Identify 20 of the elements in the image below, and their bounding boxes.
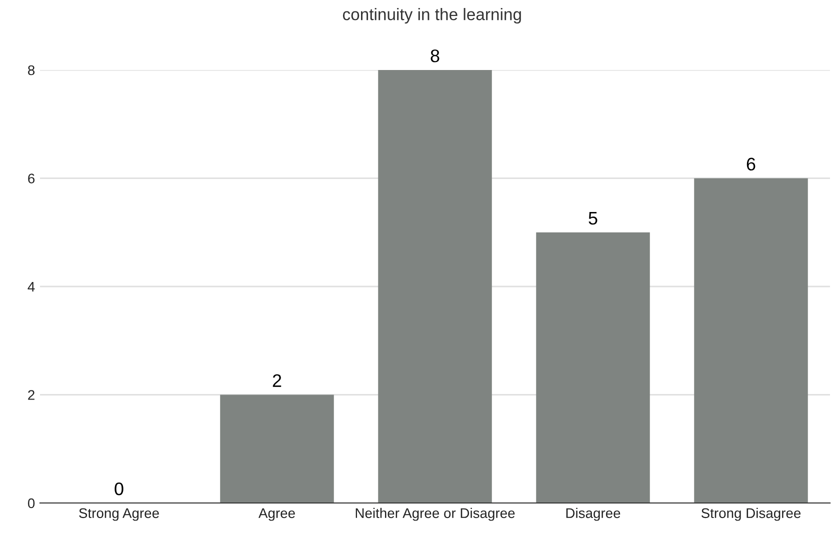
y-tick-label: 2 xyxy=(28,390,34,400)
y-tick-label: 0 xyxy=(28,498,35,508)
bar xyxy=(536,232,650,503)
data-label: 0 xyxy=(114,482,124,496)
y-tick-label: 4 xyxy=(28,282,35,292)
chart-title: continuity in the learning xyxy=(342,8,521,24)
bar xyxy=(694,178,808,503)
x-tick-label: Strong Agree xyxy=(79,508,159,521)
bar xyxy=(220,394,334,503)
x-tick-label: Agree xyxy=(258,508,295,521)
data-label: 6 xyxy=(746,158,756,171)
y-tick-label: 8 xyxy=(28,65,35,76)
y-tick-label: 6 xyxy=(28,174,35,184)
x-tick-label: Disagree xyxy=(566,508,620,521)
data-label: 8 xyxy=(430,49,440,62)
bar xyxy=(378,70,492,503)
data-label: 5 xyxy=(588,212,598,225)
x-tick-label: Strong Disagree xyxy=(701,508,801,521)
x-tick-label: Neither Agree or Disagree xyxy=(356,508,515,521)
data-label: 2 xyxy=(272,374,282,387)
